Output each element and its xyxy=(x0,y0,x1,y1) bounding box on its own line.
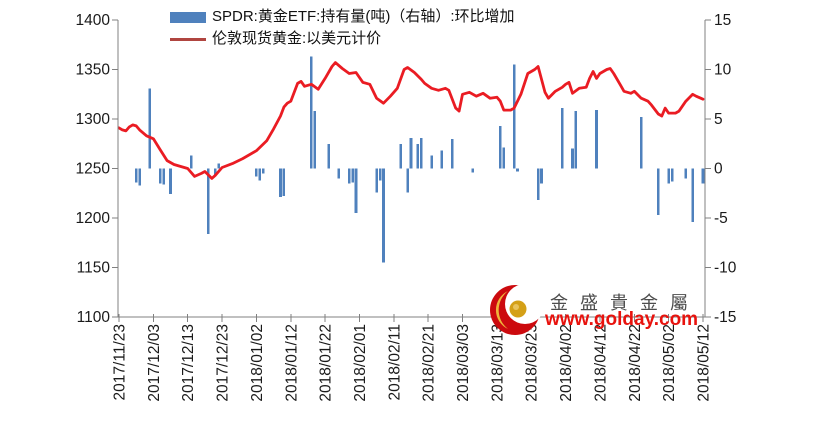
x-axis-date-label: 2018/01/12 xyxy=(283,324,300,402)
etf-holdings-bar xyxy=(406,168,409,193)
etf-holdings-bar xyxy=(279,168,282,198)
etf-holdings-bar xyxy=(684,168,688,179)
x-axis-date-label: 2018/05/12 xyxy=(696,324,713,402)
etf-holdings-bar xyxy=(512,64,516,169)
etf-holdings-bar xyxy=(158,168,162,184)
etf-holdings-bar xyxy=(502,147,506,169)
etf-holdings-bar xyxy=(169,168,172,195)
right-axis-tick-label: 15 xyxy=(714,12,731,29)
etf-holdings-bar xyxy=(134,168,138,183)
etf-holdings-bar xyxy=(207,168,210,234)
x-axis-date-label: 2018/04/22 xyxy=(627,324,644,402)
etf-holdings-bar xyxy=(420,137,423,169)
watermark-logo: 金盛貴金屬 www.golday.com xyxy=(488,282,718,340)
etf-holdings-bar xyxy=(595,110,598,169)
etf-holdings-bar xyxy=(258,168,262,181)
etf-holdings-bar xyxy=(327,143,330,169)
logo-company-name: 金盛貴金屬 xyxy=(550,293,700,313)
x-axis-date-label: 2018/02/21 xyxy=(421,324,438,402)
etf-holdings-bar xyxy=(409,137,413,169)
etf-holdings-bar xyxy=(375,168,378,193)
x-axis-date-label: 2018/01/02 xyxy=(249,324,266,402)
right-axis-tick-label: 0 xyxy=(714,161,723,178)
etf-holdings-bar xyxy=(416,143,420,169)
right-axis-tick-label: -5 xyxy=(714,210,728,227)
etf-holdings-bar xyxy=(440,150,444,169)
etf-holdings-bar xyxy=(347,168,351,184)
etf-holdings-bar xyxy=(540,168,543,184)
left-axis-tick-label: 1200 xyxy=(76,210,111,227)
bar-swatch-icon xyxy=(170,11,206,23)
etf-holdings-bar xyxy=(310,56,313,169)
legend-item-etf-holdings: SPDR:黄金ETF:持有量(吨)（右轴）:环比增加 xyxy=(170,6,515,28)
etf-holdings-bar xyxy=(382,168,385,263)
etf-holdings-bar xyxy=(162,168,165,185)
etf-holdings-bar xyxy=(282,168,286,197)
legend-item-spot-gold: 伦敦现货黄金:以美元计价 xyxy=(170,28,515,50)
etf-holdings-bar xyxy=(337,168,341,179)
x-axis-date-label: 2018/03/03 xyxy=(455,324,472,402)
legend: SPDR:黄金ETF:持有量(吨)（右轴）:环比增加 伦敦现货黄金:以美元计价 xyxy=(170,6,515,50)
etf-holdings-bar xyxy=(450,138,454,169)
x-axis-date-label: 2018/03/13 xyxy=(489,324,506,402)
etf-holdings-bar xyxy=(667,168,670,184)
left-axis-tick-label: 1150 xyxy=(77,260,111,277)
line-swatch-icon xyxy=(170,37,206,41)
etf-holdings-bar xyxy=(255,168,258,177)
x-axis-date-label: 2017/12/13 xyxy=(180,324,197,402)
left-axis-tick-label: 1300 xyxy=(76,111,111,128)
x-axis-date-label: 2018/02/01 xyxy=(352,324,369,402)
etf-holdings-bar xyxy=(148,88,152,169)
x-axis-date-label: 2018/02/11 xyxy=(386,324,403,400)
etf-holdings-bar xyxy=(378,168,382,181)
x-axis-date-label: 2017/12/03 xyxy=(146,324,163,402)
etf-holdings-bar xyxy=(262,168,265,174)
logo-website-url: www.golday.com xyxy=(545,309,699,330)
x-axis-date-label: 2017/11/23 xyxy=(112,324,129,400)
etf-holdings-bar xyxy=(351,168,354,183)
x-axis-date-label: 2018/03/23 xyxy=(524,324,541,402)
x-axis-date-label: 2018/01/22 xyxy=(318,324,335,402)
etf-holdings-bar xyxy=(354,168,358,214)
right-axis-tick-label: -15 xyxy=(714,309,736,326)
etf-holdings-bar xyxy=(189,155,193,169)
etf-holdings-bar xyxy=(571,148,574,169)
etf-holdings-bar xyxy=(691,168,694,222)
x-axis-date-label: 2018/05/02 xyxy=(661,324,678,402)
left-axis-tick-label: 1250 xyxy=(76,161,111,178)
right-axis-tick-label: -10 xyxy=(714,260,737,277)
etf-holdings-bar xyxy=(213,168,217,175)
gold-price-line xyxy=(117,61,705,180)
right-axis-tick-label: 10 xyxy=(714,62,732,79)
etf-holdings-bar xyxy=(313,111,317,169)
etf-holdings-bar xyxy=(430,155,433,169)
legend-label: SPDR:黄金ETF:持有量(吨)（右轴）:环比增加 xyxy=(212,8,515,25)
x-axis-date-label: 2018/04/02 xyxy=(558,324,575,402)
etf-holdings-bar xyxy=(499,125,502,169)
etf-holdings-bar xyxy=(471,168,475,173)
etf-holdings-bar xyxy=(516,168,519,172)
etf-holdings-bar xyxy=(560,108,564,169)
left-axis-tick-label: 1350 xyxy=(76,62,111,79)
etf-holdings-bar xyxy=(670,168,674,182)
legend-label: 伦敦现货黄金:以美元计价 xyxy=(212,30,382,47)
left-axis-tick-label: 1400 xyxy=(76,12,111,29)
right-axis-tick-label: 5 xyxy=(714,111,723,128)
etf-holdings-bar xyxy=(399,143,402,169)
etf-holdings-bar xyxy=(138,168,141,186)
left-axis-tick-label: 1100 xyxy=(77,309,111,326)
etf-holdings-bar xyxy=(217,163,220,169)
etf-holdings-bar xyxy=(701,168,705,184)
etf-holdings-bar xyxy=(639,117,643,169)
etf-holdings-bar xyxy=(574,111,578,169)
crescent-logo-icon xyxy=(490,284,545,335)
etf-holdings-bar xyxy=(657,168,660,215)
etf-holdings-bar xyxy=(536,168,540,201)
x-axis-date-label: 2018/04/12 xyxy=(592,324,609,402)
x-axis-date-label: 2017/12/23 xyxy=(215,324,232,402)
